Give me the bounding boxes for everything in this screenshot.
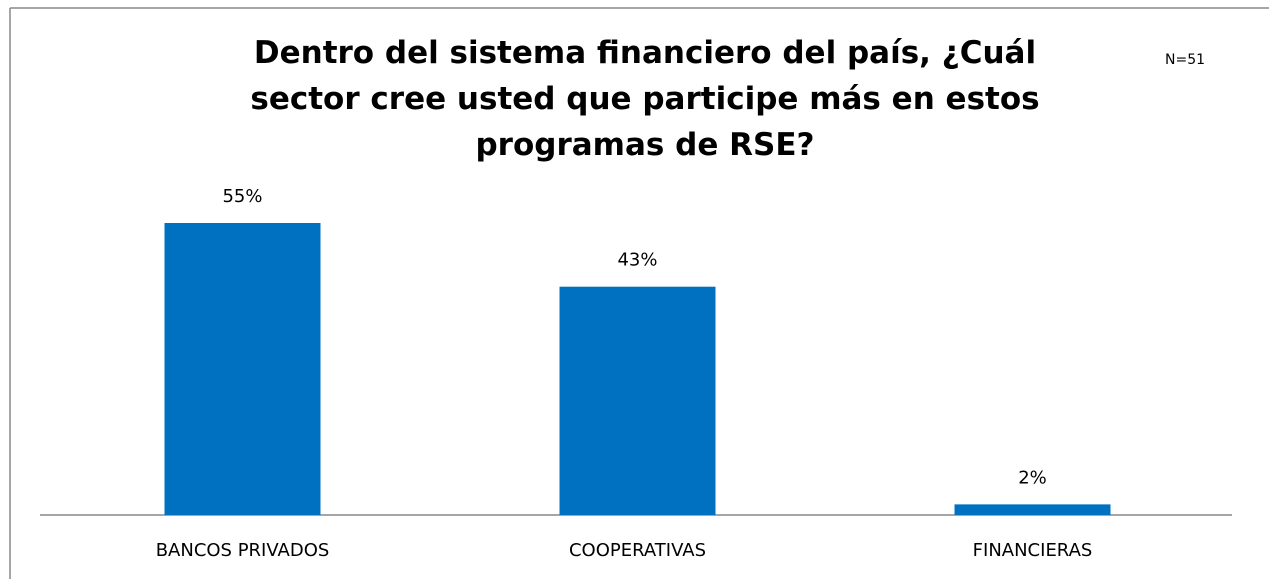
value-label: 2% (1018, 467, 1047, 488)
x-tick-label: FINANCIERAS (973, 540, 1093, 561)
bar (164, 223, 321, 515)
chart-title: Dentro del sistema financiero del país, … (250, 35, 1040, 163)
bar (559, 286, 716, 515)
x-tick-label: BANCOS PRIVADOS (156, 540, 330, 561)
value-label: 55% (222, 186, 262, 207)
x-tick-label: COOPERATIVAS (569, 540, 706, 561)
bar (954, 504, 1111, 515)
value-label: 43% (617, 250, 657, 271)
annotation: N=51 (1165, 52, 1205, 68)
